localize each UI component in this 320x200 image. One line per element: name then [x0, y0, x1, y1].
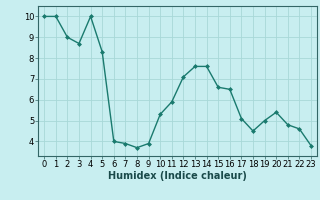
X-axis label: Humidex (Indice chaleur): Humidex (Indice chaleur)	[108, 171, 247, 181]
